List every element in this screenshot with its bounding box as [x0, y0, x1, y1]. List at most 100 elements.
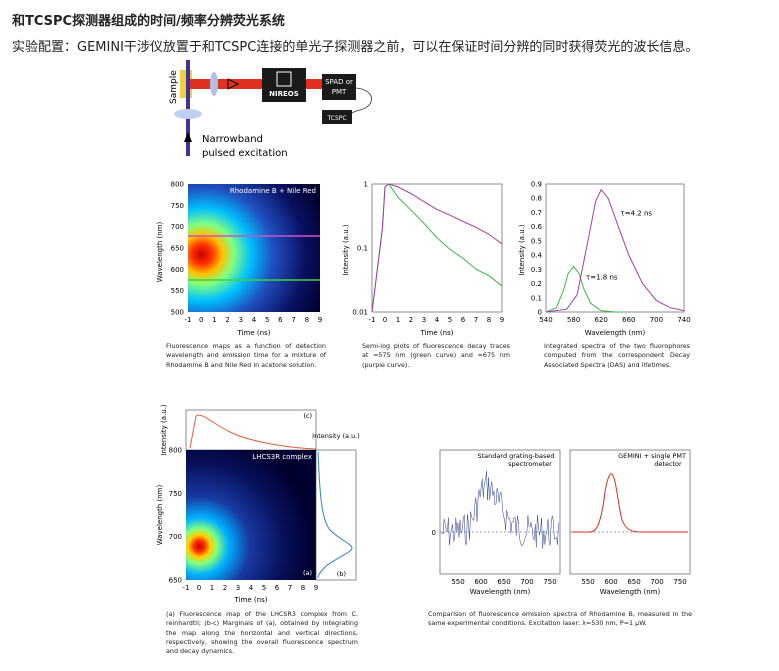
gemini-title-1: GEMINI + single PMT: [618, 452, 686, 460]
ytick-label: 700: [169, 533, 182, 541]
ytick-label: 1: [364, 181, 368, 189]
ytick-label: 0.1: [531, 294, 542, 302]
decay-curves: [371, 183, 503, 313]
pmt-label: PMT: [332, 88, 347, 96]
figure-panel: Sample NIREOS SPAD or PMT TCSPC Narrowba…: [140, 60, 720, 668]
decay-ylabel: Intensity (a.u.): [342, 224, 350, 276]
chart-lhcs: (c) Intensity (a.u.) LHCS3R complex (a) …: [156, 404, 360, 604]
xtick-label: 660: [622, 316, 635, 324]
xtick-label: 6: [275, 584, 280, 592]
ytick-label: 650: [171, 245, 184, 253]
ytick-label: 750: [169, 490, 182, 498]
ytick-label: 0.3: [531, 266, 542, 274]
heatmap-2-xlabel: Time (ns): [234, 596, 268, 604]
caption-compare: Comparison of fluorescence emission spec…: [428, 610, 692, 628]
decay-yticks: 1 0.1 0.01: [352, 181, 368, 317]
das-curves: [545, 188, 685, 313]
heatmap-2-title: LHCS3R complex: [252, 453, 312, 461]
xtick-label: 3: [239, 316, 243, 324]
ytick-label: 0.9: [531, 181, 542, 189]
arrow-icon: [184, 132, 192, 142]
heatmap-2-yticks: 800 750 700 650: [169, 447, 182, 585]
xtick-label: 8: [487, 316, 491, 324]
lhcs-panel-a: (a): [303, 569, 312, 577]
standard-series: [441, 471, 559, 549]
xtick-label: 7: [474, 316, 478, 324]
xtick-label: 540: [539, 316, 552, 324]
das-ylabel: Intensity (a.u.): [518, 224, 526, 276]
lhcs-panel-c: (c): [303, 412, 312, 420]
lhcs-top-ylabel: Intensity (a.u.): [160, 404, 168, 456]
xtick-label: 8: [301, 584, 305, 592]
excitation-label-2: pulsed excitation: [202, 148, 288, 159]
lhcs-side-frame: [315, 449, 357, 581]
xtick-label: 2: [409, 316, 413, 324]
das-annotation: τ=4.2 ns: [621, 209, 653, 217]
xtick-label: 9: [318, 316, 322, 324]
ytick-label: 600: [171, 266, 184, 274]
ytick-label: 0.4: [531, 252, 543, 260]
das-frame: [545, 183, 685, 313]
ytick-label: 0.5: [531, 237, 542, 245]
lhcs-panel-b: (b): [337, 570, 346, 578]
xtick-label: 4: [252, 316, 257, 324]
xtick-label: -1: [185, 316, 192, 324]
xtick-label: 6: [461, 316, 466, 324]
standard-title-2: spectrometer: [508, 460, 552, 468]
das-annotations: τ=4.2 ns τ=1.8 ns: [586, 209, 652, 281]
xtick-label: 0: [383, 316, 387, 324]
xtick-label: 5: [262, 584, 266, 592]
xtick-label: 550: [451, 578, 464, 586]
xtick-label: 700: [520, 578, 533, 586]
das-series-0: [545, 265, 629, 313]
xtick-label: 600: [604, 578, 617, 586]
heatmap-1-area: [188, 184, 320, 312]
chart-map-rhodamine: Rhodamine B + Nile Red 80075070065060055…: [156, 181, 322, 338]
chart-das: 0.9 0.8 0.7 0.6 0.5 0.4 0.3 0.2 0.1 0 540 580 620 66…: [518, 181, 691, 338]
ytick-label: 650: [169, 577, 182, 585]
ytick-label: 0.6: [531, 223, 543, 231]
xtick-label: -1: [183, 584, 190, 592]
xtick-label: 650: [627, 578, 640, 586]
standard-xlabel: Wavelength (nm): [470, 588, 531, 596]
beam-to-detector: [306, 79, 322, 89]
heatmap-2-ylabel: Wavelength (nm): [156, 484, 164, 545]
heatmap-1-xticks: -1 0 1 2 3 4 5 6 7 8 9: [185, 316, 323, 324]
lhcs-decay-curve: [189, 414, 317, 450]
xtick-label: 3: [236, 584, 240, 592]
chart-decay: 10.10.01 -1 0 1 2 3 4 5 6 7 8 9 Intensity (a.u.) T…: [342, 181, 504, 338]
xtick-label: 620: [595, 316, 608, 324]
decay-xticks: -1 0 1 2 3 4 5 6 7 8 9: [369, 316, 505, 324]
das-xlabel: Wavelength (nm): [585, 329, 646, 337]
xtick-label: 0: [199, 316, 203, 324]
xtick-label: 5: [265, 316, 269, 324]
heatmap-1-ylabel: Wavelength (nm): [156, 221, 164, 282]
xtick-label: 750: [673, 578, 686, 586]
xtick-label: 550: [581, 578, 594, 586]
sample-label: Sample: [169, 70, 179, 104]
standard-noisy-curve: [441, 471, 559, 549]
heatmap-1-title: Rhodamine B + Nile Red: [230, 187, 316, 195]
xtick-label: 700: [650, 316, 663, 324]
decay-xlabel: Time (ns): [420, 329, 454, 337]
lens-2: [174, 109, 202, 119]
spad-box: [322, 74, 356, 100]
heatmap-2-xticks: -1 0 1 2 3 4 5 6 7 8 9: [183, 584, 319, 592]
xtick-label: 750: [543, 578, 556, 586]
xtick-label: 9: [314, 584, 318, 592]
xtick-label: 4: [435, 316, 440, 324]
nireos-logo: NIREOS: [269, 90, 299, 98]
xtick-label: 7: [288, 584, 292, 592]
caption-lhcs: (a) Fluorescence map of the LHCSR3 compl…: [166, 610, 358, 656]
xtick-label: -1: [369, 316, 376, 324]
excitation-beam: [186, 60, 190, 156]
gemini-spectrum-curve: [572, 473, 688, 533]
xtick-label: 1: [210, 584, 214, 592]
xtick-label: 2: [223, 584, 227, 592]
polarizer-icon: [227, 78, 240, 90]
lhcs-side-label: Intensity (a.u.): [312, 432, 360, 440]
xtick-label: 0: [197, 584, 201, 592]
standard-title-1: Standard grating-based: [478, 452, 555, 460]
caption-decay: Semi-log plots of fluorescence decay tra…: [362, 342, 510, 369]
gemini-title-2: detector: [654, 460, 682, 468]
